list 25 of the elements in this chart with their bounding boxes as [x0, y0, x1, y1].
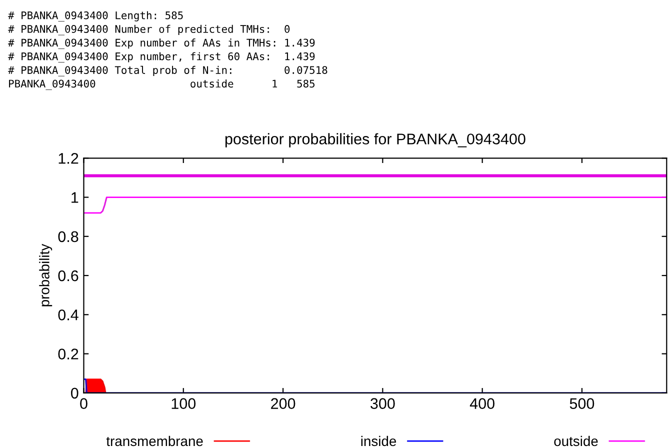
y-tick-label: 1	[72, 192, 78, 203]
text: PBANKA_0943400 outside 1 585	[9, 80, 315, 90]
x-tick-label: 200	[271, 398, 296, 409]
line-series	[84, 196, 667, 214]
y-tick-label: 0	[70, 388, 78, 399]
text: # PBANKA_0943400 Exp number of AAs in TMHs: 1.439	[8, 38, 315, 49]
y-tick-label: 0.2	[58, 348, 78, 360]
text: # PBANKA_0943400 Number of predicted TMHs: 0	[8, 24, 290, 36]
legend-label: inside	[361, 436, 396, 446]
text: # PBANKA_0943400 Total prob of N-in: 0.07518	[8, 66, 328, 76]
chart-title: posterior probabilities for PBANKA_0943400	[225, 133, 526, 148]
y-tick-label: 0.6	[58, 270, 78, 282]
x-tick-label: 100	[172, 398, 196, 409]
text: # PBANKA_0943400 Length: 585	[8, 11, 183, 22]
x-tick-label: 400	[470, 398, 494, 409]
text: # PBANKA_0943400 Exp number, first 60 AAs: 1.439	[8, 52, 315, 63]
y-tick-label: 0.8	[58, 231, 78, 242]
x-tick-label: 500	[570, 398, 594, 409]
x-tick-label: 0	[80, 398, 88, 409]
legend-label: transmembrane	[106, 436, 203, 446]
x-tick-label: 300	[370, 398, 395, 409]
y-tick-label: 0.4	[58, 310, 78, 320]
y-axis-title: probability	[39, 244, 52, 306]
y-tick-label: 1.2	[58, 153, 78, 164]
legend-label: outside	[554, 436, 598, 446]
